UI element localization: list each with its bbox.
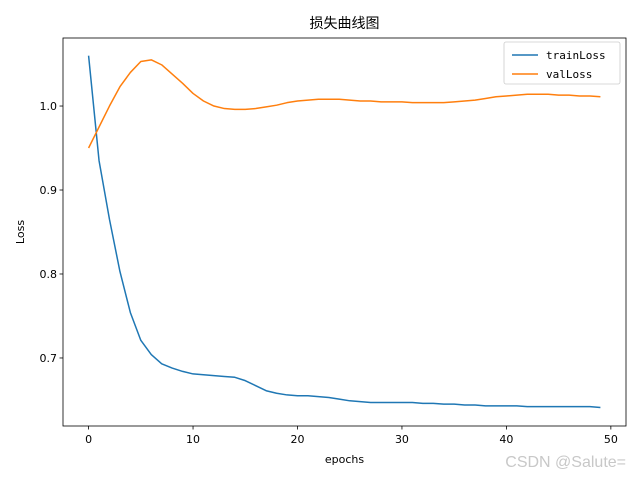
x-tick-label: 30 (395, 433, 409, 446)
series-line-trainLoss (87, 55, 601, 409)
series-lines (87, 55, 601, 409)
x-tick-label: 10 (186, 433, 200, 446)
x-tick-label: 0 (85, 433, 92, 446)
x-tick-label: 20 (290, 433, 304, 446)
axes-frame (62, 37, 627, 427)
legend-label-trainLoss: trainLoss (546, 49, 606, 62)
watermark: CSDN @Salute= (505, 454, 626, 471)
x-axis-label: epochs (325, 453, 364, 466)
y-axis-label: Loss (14, 220, 27, 244)
series-line-valLoss (87, 59, 601, 149)
y-tick-label: 1.0 (40, 100, 58, 113)
legend: trainLoss valLoss (503, 41, 621, 85)
x-tick-label: 50 (604, 433, 618, 446)
x-tick-label: 40 (499, 433, 513, 446)
x-axis-ticks: 0 10 20 30 40 50 (85, 426, 618, 446)
y-tick-label: 0.7 (40, 352, 58, 365)
y-axis-ticks: 0.7 0.8 0.9 1.0 (40, 100, 63, 365)
legend-label-valLoss: valLoss (546, 68, 592, 81)
chart-title: 损失曲线图 (310, 16, 380, 32)
y-tick-label: 0.9 (40, 184, 58, 197)
y-tick-label: 0.8 (40, 268, 58, 281)
